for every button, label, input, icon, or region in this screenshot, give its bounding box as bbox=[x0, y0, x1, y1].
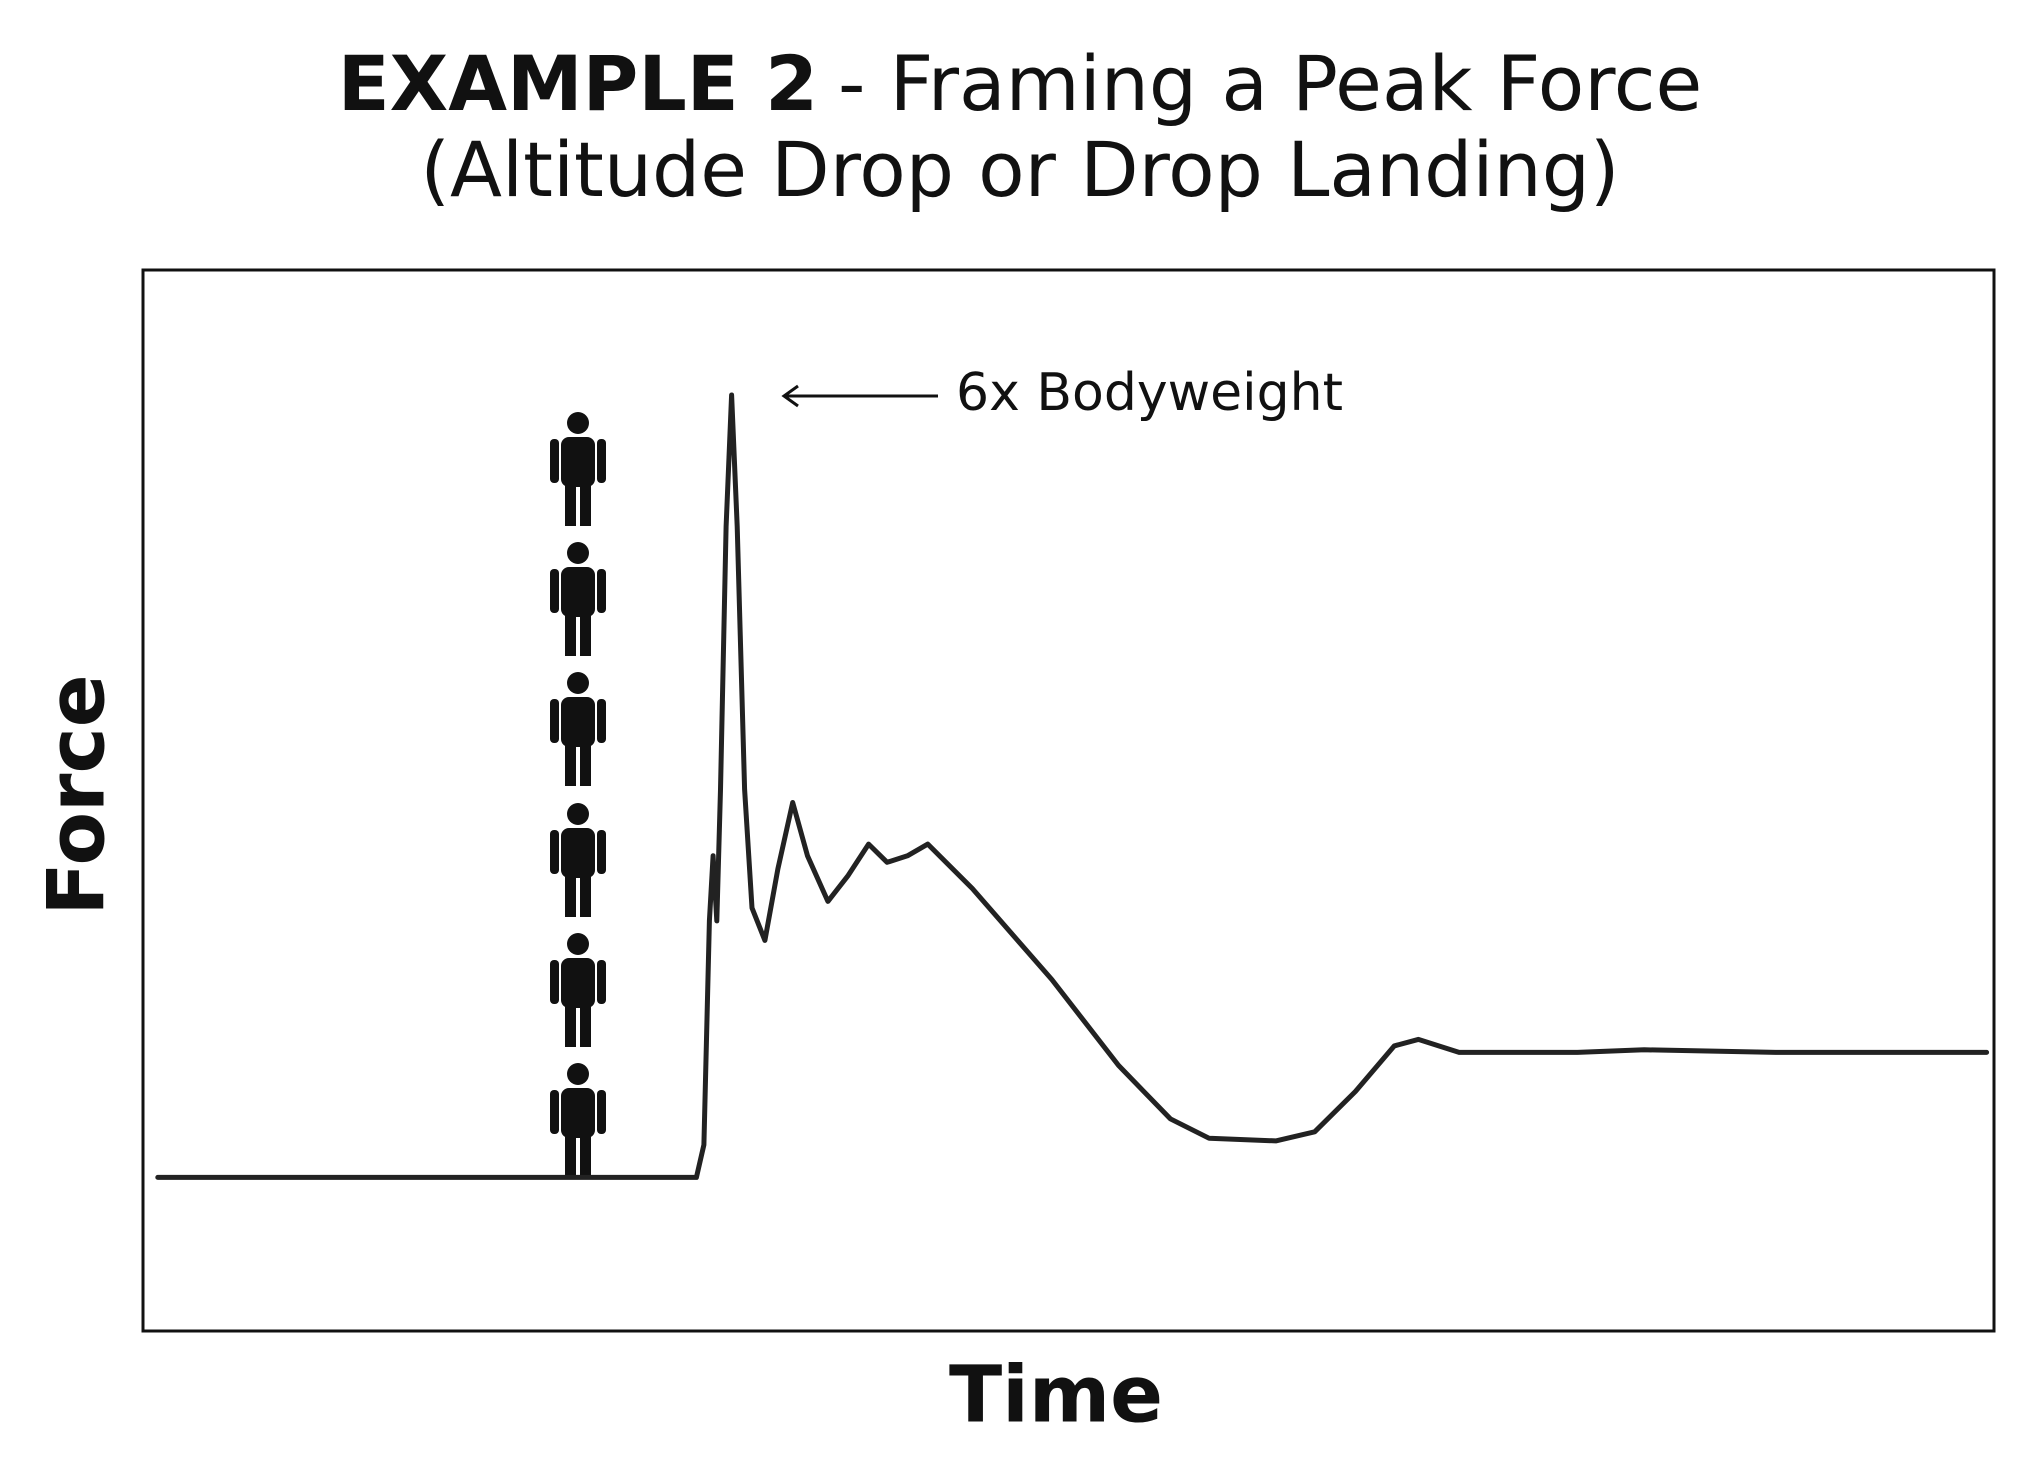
force-line bbox=[155, 392, 1990, 1180]
title-lead: EXAMPLE 2 bbox=[338, 39, 818, 128]
plot-frame bbox=[141, 268, 1996, 1333]
y-axis-label: Force bbox=[32, 674, 122, 915]
chart-subtitle: (Altitude Drop or Drop Landing) bbox=[420, 125, 1619, 214]
person-icon bbox=[550, 542, 606, 656]
person-icon bbox=[550, 672, 606, 786]
person-icon bbox=[550, 933, 606, 1047]
title-rest: - Framing a Peak Force bbox=[838, 39, 1702, 128]
annotation: 6x Bodyweight bbox=[956, 363, 1343, 423]
bodyweight-icons bbox=[550, 412, 606, 1177]
person-icon bbox=[550, 803, 606, 917]
chart-title: EXAMPLE 2- Framing a Peak Force bbox=[338, 39, 1703, 128]
person-icon bbox=[550, 412, 606, 526]
person-icon bbox=[550, 1063, 606, 1177]
arrow-head bbox=[781, 384, 799, 408]
x-axis-label: Time bbox=[949, 1350, 1163, 1440]
